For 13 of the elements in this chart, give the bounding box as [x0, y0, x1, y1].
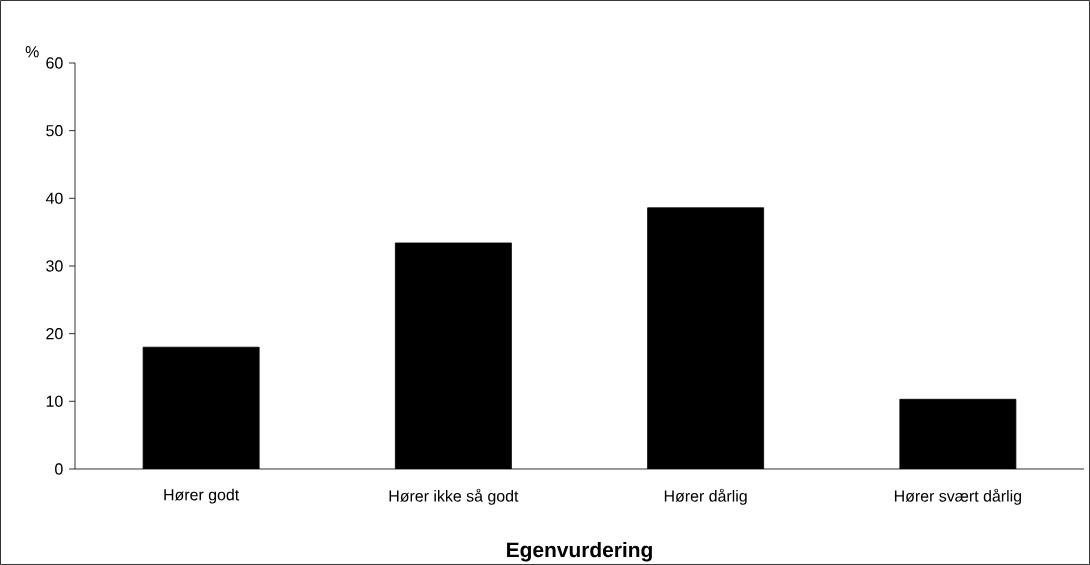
- x-tick-label: Hører godt: [164, 488, 240, 504]
- y-axis-title: %: [25, 46, 39, 58]
- y-tick-label: 20: [46, 328, 63, 340]
- y-tick-label: 40: [45, 192, 63, 204]
- y-tick-label: 50: [46, 125, 63, 137]
- y-tick-label: 60: [46, 57, 63, 69]
- x-axis-title: Egenvurdering: [507, 541, 652, 562]
- y-tick-label: 30: [46, 260, 63, 272]
- y-tick-label: 10: [46, 395, 63, 407]
- x-tick-label: Hører ikke så godt: [389, 488, 519, 505]
- y-tick-label: 0: [55, 463, 63, 475]
- x-tick-label: Hører dårlig: [664, 488, 747, 505]
- x-tick-label: Hører svært dårlig: [894, 488, 1022, 505]
